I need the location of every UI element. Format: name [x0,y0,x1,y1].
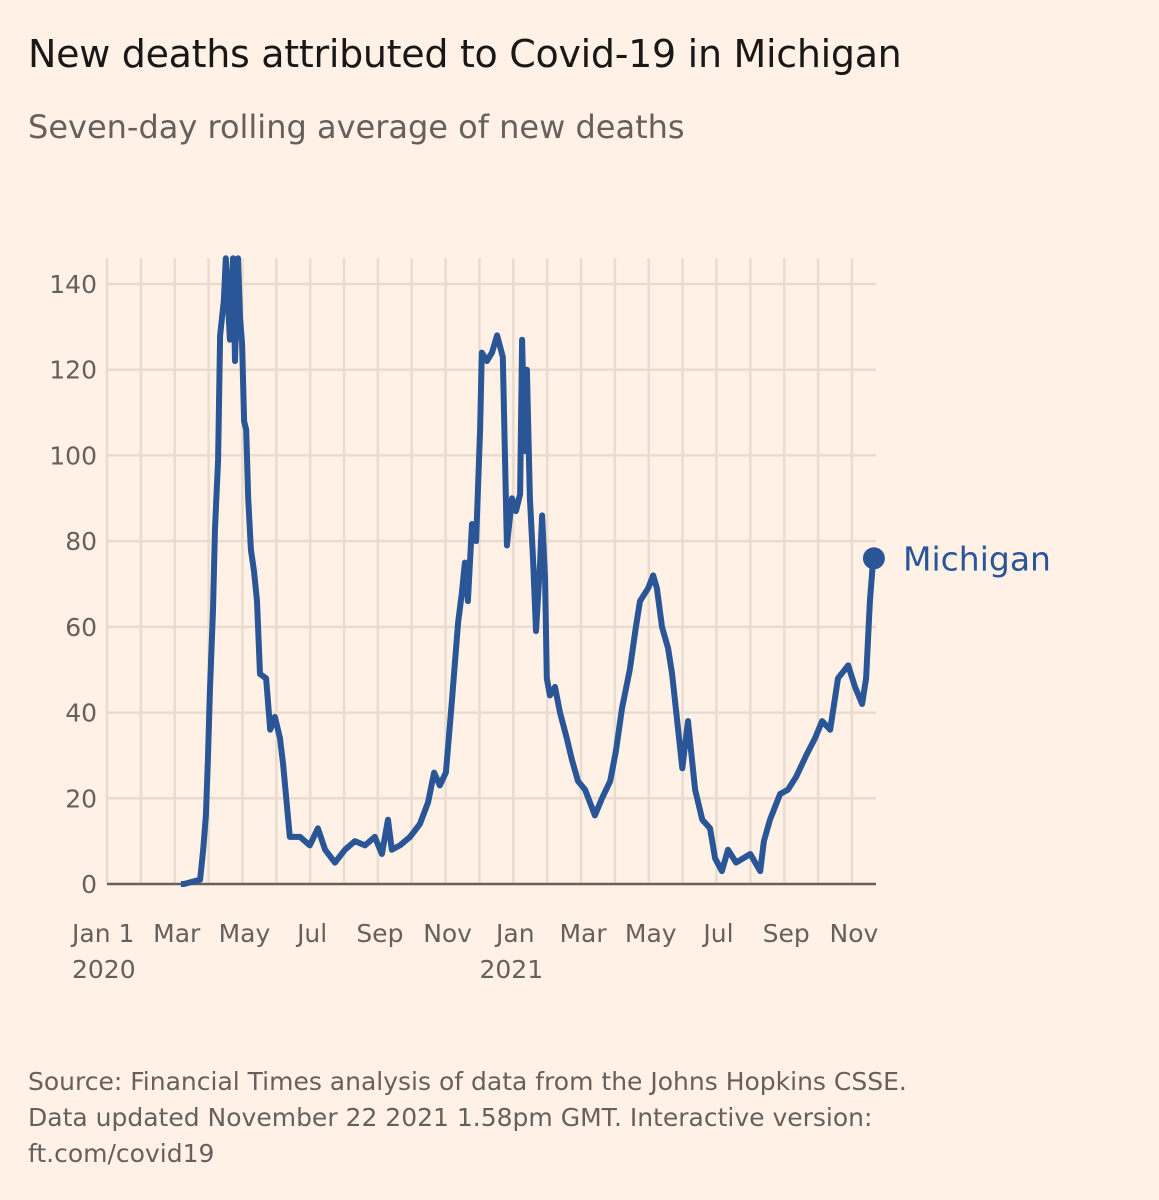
x-tick-year-label: 2020 [72,955,136,984]
source-note: Source: Financial Times analysis of data… [28,1064,1128,1172]
x-tick-label: May [219,919,271,948]
x-tick-year-label: 2021 [480,955,544,984]
chart-subtitle: Seven-day rolling average of new deaths [28,108,685,146]
y-tick-label: 80 [65,527,97,556]
x-tick-label: Nov [423,919,472,948]
y-tick-label: 0 [81,870,97,899]
y-tick-label: 120 [49,356,97,385]
y-tick-label: 40 [65,699,97,728]
gridlines [105,258,876,884]
y-tick-label: 20 [65,784,97,813]
x-tick-label: Jul [701,919,733,948]
y-tick-label: 140 [49,270,97,299]
x-tick-label: Nov [830,919,879,948]
series-end-marker [862,547,885,570]
line-chart: 0 20 40 60 80 100 120 140 Jan 1 2020 Mar May Jul Sep… [49,255,1051,984]
series-line-michigan [180,255,876,887]
x-tick-label: Sep [356,919,403,948]
source-line: Data updated November 22 2021 1.58pm GMT… [28,1103,873,1132]
x-tick-label: May [625,919,677,948]
x-tick-label: Mar [153,919,201,948]
source-line: Source: Financial Times analysis of data… [28,1067,907,1096]
x-tick-label: Jul [295,919,327,948]
x-tick-label: Jan [494,919,535,948]
y-tick-label: 100 [49,441,97,470]
x-tick-label: Sep [763,919,810,948]
x-axis-ticks: Jan 1 2020 Mar May Jul Sep Nov Jan 2021 Mar May Jul… [70,919,879,984]
source-line: ft.com/covid19 [28,1139,215,1168]
series-label-michigan: Michigan [903,539,1051,578]
x-tick-label: Mar [559,919,607,948]
y-axis-ticks: 0 20 40 60 80 100 120 140 [49,270,97,899]
y-tick-label: 60 [65,613,97,642]
x-tick-label: Jan 1 [70,919,134,948]
chart-title: New deaths attributed to Covid-19 in Mic… [28,32,902,76]
